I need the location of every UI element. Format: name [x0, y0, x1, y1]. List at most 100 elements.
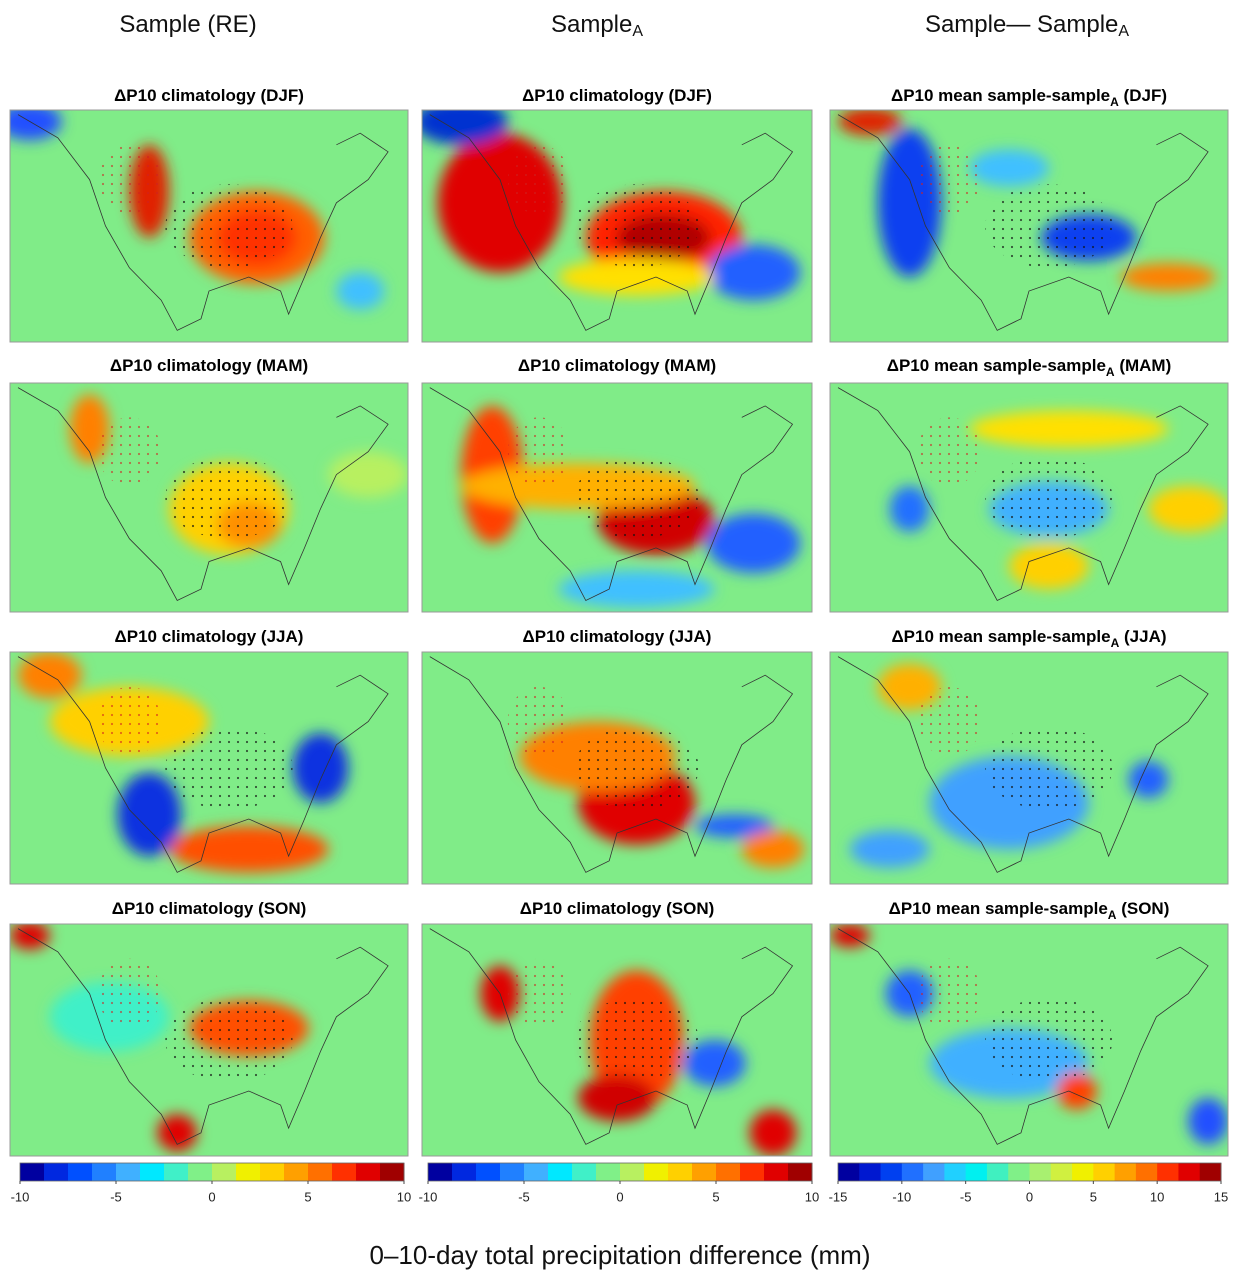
colorbar-tick-label: -10: [892, 1189, 911, 1204]
stipple: [165, 726, 292, 810]
map-field: [0, 103, 408, 342]
stipple: [98, 959, 162, 1029]
stipple: [508, 687, 570, 757]
map-field: [10, 383, 408, 612]
panel-title: ΔP10 climatology (DJF): [522, 86, 712, 105]
colorbar-segment: [20, 1163, 45, 1181]
field-blob: [336, 272, 384, 309]
colorbar-segment: [212, 1163, 237, 1181]
colorbar-segment: [452, 1163, 477, 1181]
field-blob: [414, 98, 508, 144]
colorbar-segment: [1093, 1163, 1115, 1181]
stipple: [508, 145, 570, 215]
colorbar-tick-label: 0: [616, 1189, 623, 1204]
colorbar-segment: [380, 1163, 405, 1181]
colorbar-segment: [1115, 1163, 1137, 1181]
stipple: [98, 417, 162, 486]
colorbar-tick-label: -10: [419, 1189, 438, 1204]
panel-title: ΔP10 mean sample-sampleA (JJA): [891, 627, 1166, 650]
field-blob: [578, 1075, 656, 1121]
panel-title-main: ΔP10 climatology (MAM): [110, 356, 308, 375]
panel-title-main: ΔP10 climatology (JJA): [523, 627, 712, 646]
colorbar-segment: [68, 1163, 93, 1181]
stipple: [985, 998, 1112, 1082]
colorbar-segment: [524, 1163, 549, 1181]
map-field: [830, 924, 1228, 1156]
panel-title: ΔP10 mean sample-sampleA (DJF): [891, 86, 1167, 109]
stipple: [574, 998, 699, 1082]
colorbar-segment: [987, 1163, 1009, 1181]
panel-title-tail: (JJA): [1119, 627, 1166, 646]
map-panel: [830, 924, 1228, 1156]
map-panel: [830, 383, 1228, 612]
panel-title-tail: (SON): [1116, 899, 1169, 918]
colorbar-segment: [1072, 1163, 1094, 1181]
panel-title-main: ΔP10 mean sample-sample: [891, 627, 1110, 646]
panel-title-main: ΔP10 climatology (DJF): [114, 86, 304, 105]
map-field: [830, 108, 1228, 342]
panel-title: ΔP10 climatology (SON): [520, 899, 715, 918]
colorbar-segment: [140, 1163, 165, 1181]
stipple: [918, 959, 982, 1029]
map-panel: [830, 108, 1228, 342]
map-field: [414, 98, 812, 342]
stipple: [985, 726, 1112, 810]
colorbar-segment: [1157, 1163, 1179, 1181]
panel-title-main: ΔP10 climatology (SON): [112, 899, 307, 918]
panel-title: ΔP10 mean sample-sampleA (SON): [889, 899, 1170, 922]
map-panel: [10, 652, 408, 884]
panel-title: ΔP10 climatology (DJF): [114, 86, 304, 105]
stipple: [985, 184, 1112, 268]
colorbar-segment: [476, 1163, 501, 1181]
stipple: [508, 959, 570, 1029]
colorbar-segment: [902, 1163, 924, 1181]
map-field: [830, 652, 1228, 884]
colorbar-segment: [572, 1163, 597, 1181]
field-blob: [838, 108, 902, 136]
colorbar-segment: [1008, 1163, 1030, 1181]
column-header-sub: A: [1118, 23, 1129, 40]
colorbar-segment: [740, 1163, 765, 1181]
field-blob: [169, 826, 328, 872]
colorbar-segment: [236, 1163, 261, 1181]
colorbar-tick-label: 5: [712, 1189, 719, 1204]
colorbar-tick-label: 10: [1150, 1189, 1164, 1204]
stipple: [918, 687, 982, 757]
panel-title-tail: (DJF): [1119, 86, 1167, 105]
colorbar-segment: [332, 1163, 357, 1181]
colorbar-segment: [923, 1163, 945, 1181]
map-field: [10, 652, 408, 884]
column-header-main: Sample— Sample: [925, 11, 1118, 38]
colorbar-tick-label: -10: [11, 1189, 30, 1204]
colorbar-segment: [716, 1163, 741, 1181]
column-header: Sample (RE): [119, 11, 256, 38]
colorbar-tick-label: 5: [1090, 1189, 1097, 1204]
colorbar-segment: [428, 1163, 453, 1181]
colorbar-tick-label: 10: [397, 1189, 411, 1204]
colorbar-segment: [164, 1163, 189, 1181]
panel-title: ΔP10 climatology (JJA): [523, 627, 712, 646]
map-panel: [10, 922, 408, 1156]
map-panel: [422, 652, 812, 884]
stipple: [918, 145, 982, 215]
stipple: [165, 456, 292, 538]
panel-title-sub: A: [1106, 365, 1115, 379]
panel-title-main: ΔP10 mean sample-sample: [887, 356, 1106, 375]
colorbar-tick-label: -5: [518, 1189, 530, 1204]
field-blob: [1009, 543, 1089, 589]
column-header-main: Sample (RE): [119, 11, 256, 38]
colorbar-segment: [1136, 1163, 1158, 1181]
field-blob: [293, 733, 349, 803]
field-blob: [969, 149, 1049, 186]
map-field: [830, 383, 1228, 612]
panel-title-main: ΔP10 climatology (JJA): [115, 627, 304, 646]
stipple: [165, 998, 292, 1082]
map-panel: [10, 383, 408, 612]
map-field: [422, 383, 812, 612]
colorbar-segment: [1051, 1163, 1073, 1181]
panel-title: ΔP10 climatology (MAM): [518, 356, 716, 375]
colorbar-tick-label: -5: [960, 1189, 972, 1204]
stipple: [574, 726, 699, 810]
colorbar-tick-label: -15: [829, 1189, 848, 1204]
panel-title: ΔP10 climatology (MAM): [110, 356, 308, 375]
